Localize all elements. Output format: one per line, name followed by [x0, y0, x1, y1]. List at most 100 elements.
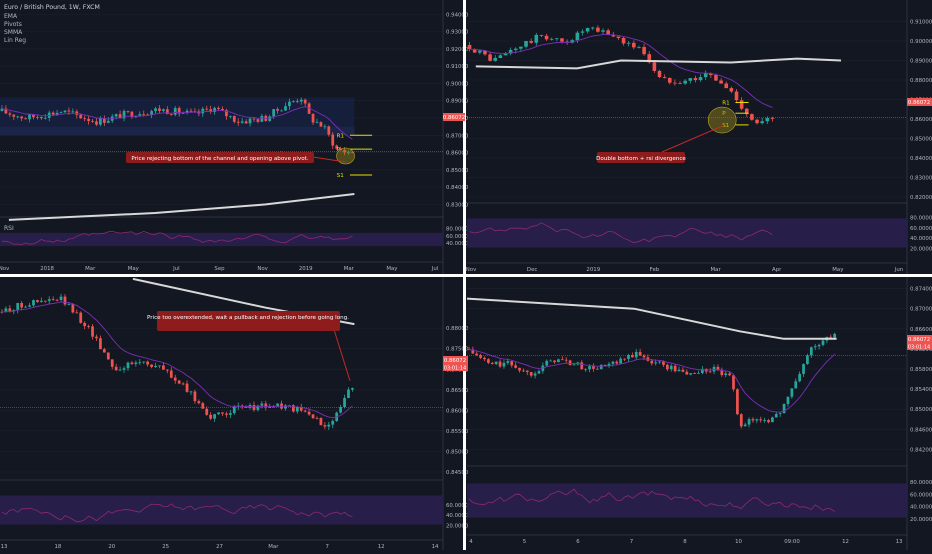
candle-body: [782, 404, 786, 414]
horizontal-divider[interactable]: [0, 274, 932, 277]
candle-body: [708, 371, 712, 373]
symbol-title[interactable]: Euro / British Pound, 1W, FXCM: [4, 4, 100, 11]
candle-body: [134, 362, 138, 365]
candle-body: [529, 41, 533, 43]
candle-body: [657, 70, 662, 77]
candle-body: [24, 306, 27, 308]
rsi-tick: 20.0000: [910, 247, 932, 253]
candle-body: [688, 78, 693, 81]
ema-line: [1, 301, 353, 419]
time-tick: 2019: [586, 267, 600, 273]
candle-body: [493, 57, 498, 61]
candle-body: [307, 103, 311, 114]
candle-body: [268, 116, 272, 121]
candle-body: [747, 419, 751, 425]
candle-body: [299, 407, 303, 411]
candle-body: [130, 111, 134, 118]
candle-body: [732, 375, 735, 390]
chart-panel-h4[interactable]: 0.880000.875000.870000.865000.860000.855…: [0, 277, 469, 550]
candle-body: [555, 38, 559, 40]
candle-body: [39, 117, 43, 119]
candle-body: [244, 121, 248, 124]
candle-body: [232, 406, 236, 414]
annotation-weekly[interactable]: Price rejecting bottom of the channel an…: [126, 152, 314, 163]
symbol-legend[interactable]: Euro / British Pound, 1W, FXCM EMA Pivot…: [4, 4, 100, 44]
candle-body: [162, 365, 165, 370]
candle-body: [225, 110, 228, 117]
rsi-tick: 60.0000: [446, 503, 469, 509]
candle-body: [236, 121, 240, 123]
time-tick: 14: [432, 544, 439, 550]
candle-body: [28, 114, 31, 120]
candle-body: [630, 355, 634, 358]
candle-body: [638, 351, 642, 356]
indicator-linreg[interactable]: Lin Reg: [4, 37, 26, 44]
candle-body: [529, 372, 533, 376]
rsi-tick: 80.0000: [910, 480, 932, 486]
candle-body: [502, 362, 506, 367]
candle-body: [714, 75, 718, 81]
candle-body: [471, 349, 475, 354]
candle-body: [662, 76, 667, 78]
candle-body: [311, 414, 315, 419]
candle-body: [642, 47, 646, 55]
time-tick: 18: [54, 544, 61, 550]
annotation-daily[interactable]: Double bottom + rsi divergence: [596, 152, 686, 163]
price-tick: 0.87000: [910, 307, 932, 313]
candle-body: [606, 30, 610, 35]
chart-panel-h1[interactable]: 0.874000.870000.866000.862000.858000.854…: [466, 277, 932, 550]
candle-body: [667, 77, 672, 83]
pivot-p-label: P: [337, 147, 341, 153]
candle-body: [205, 408, 209, 415]
candle-body: [666, 364, 669, 370]
candle-body: [43, 300, 47, 302]
price-tick: 0.86500: [446, 388, 469, 394]
countdown-h4: 03:01:14: [444, 366, 466, 372]
candle-body: [331, 420, 335, 425]
candle-body: [63, 110, 67, 113]
rsi-tick: 40.0000: [910, 505, 932, 511]
annotation-h4[interactable]: Price too overextended, wait a pullback …: [147, 311, 349, 331]
price-tag-h4: 0.86072 03:01:14: [443, 356, 468, 372]
indicator-ema[interactable]: EMA: [4, 13, 18, 20]
candle-body: [488, 54, 492, 61]
candle-body: [323, 425, 327, 427]
candle-body: [479, 355, 482, 358]
time-tick: 2019: [299, 266, 313, 272]
candle-body: [739, 100, 744, 109]
candle-body: [142, 361, 146, 363]
candle-body: [623, 358, 626, 360]
chart-panel-weekly[interactable]: 0.94000 0.93000 0.92000 0.91000 0.90000 0.890…: [0, 0, 469, 274]
candle-body: [106, 352, 110, 360]
candle-body: [4, 308, 8, 313]
rsi-tick: 80.0000: [910, 215, 932, 221]
price-tick: 0.83000: [910, 176, 932, 182]
indicator-smma[interactable]: SMMA: [4, 29, 23, 36]
indicator-pivots[interactable]: Pivots: [4, 21, 22, 28]
candle-body: [272, 406, 276, 408]
candle-body: [110, 359, 114, 367]
candle-body: [276, 403, 279, 407]
candle-body: [483, 50, 487, 55]
callout-pointer: [661, 125, 723, 153]
candle-body: [39, 300, 43, 302]
candle-body: [724, 83, 729, 89]
candle-body: [734, 91, 739, 101]
candle-body: [32, 114, 35, 118]
candle-body: [652, 62, 657, 71]
candle-body: [268, 407, 272, 408]
candle-body: [280, 110, 283, 112]
candle-body: [154, 108, 157, 112]
candle-body: [288, 405, 291, 407]
time-tick: May: [832, 267, 844, 273]
candle-body: [91, 326, 94, 337]
price-tick: 0.94000: [446, 12, 469, 18]
pivot-r1-label: R1: [722, 100, 730, 106]
regression-channel-lower: [0, 126, 355, 136]
candle-body: [637, 47, 641, 48]
time-tick: 09:00: [784, 539, 800, 545]
time-tick: Jul: [431, 266, 439, 272]
candle-body: [729, 88, 734, 92]
